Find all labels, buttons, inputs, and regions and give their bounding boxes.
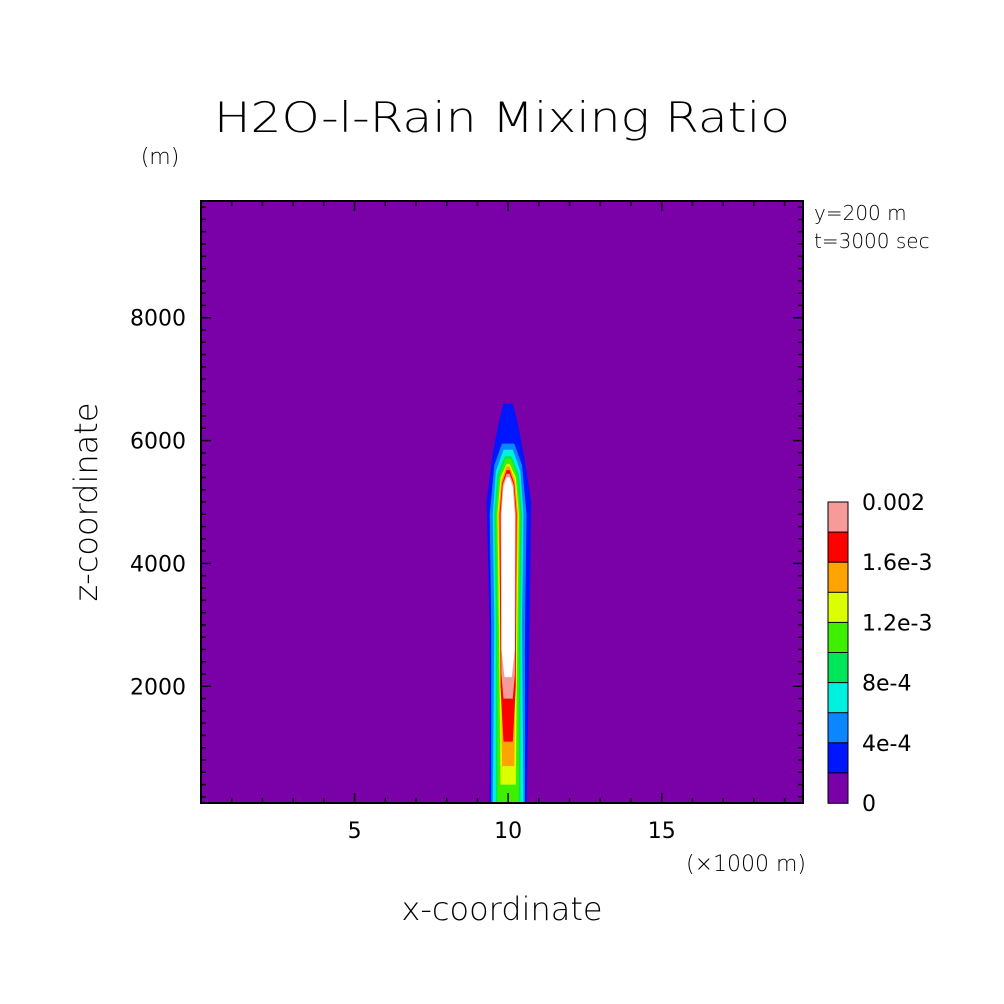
y-tick-label: 4000	[130, 552, 186, 577]
colorbar	[827, 501, 849, 804]
x-tick-labels: 5 10 15	[348, 819, 676, 844]
colorbar-swatch	[827, 531, 849, 563]
colorbar-swatch	[827, 712, 849, 744]
y-tick-label: 8000	[130, 307, 186, 332]
colorbar-swatch	[827, 621, 849, 654]
colorbar-tick-label: 0.002	[862, 491, 925, 516]
x-tick-label: 15	[648, 819, 676, 844]
colorbar-tick-label: 4e-4	[862, 732, 911, 757]
colorbar-swatch	[827, 591, 849, 624]
y-tick-label: 6000	[130, 430, 186, 455]
x-tick-label: 5	[348, 819, 362, 844]
x-unit-label: (×1000 m)	[686, 852, 806, 877]
y-tick-labels: 2000 4000 6000 8000	[130, 307, 186, 701]
colorbar-tick-label: 1.2e-3	[862, 611, 932, 636]
y-axis-label: z-coordinate	[67, 402, 105, 601]
x-axis-label: x-coordinate	[401, 890, 602, 928]
chart-title: H2O-l-Rain Mixing Ratio	[214, 93, 790, 142]
plot-area	[200, 200, 804, 804]
colorbar-swatch	[827, 772, 849, 804]
y-tick-label: 2000	[130, 675, 186, 700]
x-tick-label: 10	[494, 819, 522, 844]
colorbar-swatch	[827, 682, 849, 714]
contour-layer	[486, 403, 532, 803]
colorbar-swatch	[827, 561, 849, 594]
annotation-t: t=3000 sec	[814, 229, 930, 253]
colorbar-tick-label: 8e-4	[862, 672, 911, 697]
tick-layer	[201, 201, 803, 803]
annotation-y: y=200 m	[814, 201, 907, 225]
colorbar-tick-labels: 0 4e-4 8e-4 1.2e-3 1.6e-3 0.002	[862, 491, 932, 817]
colorbar-swatch	[827, 742, 849, 774]
colorbar-swatch	[827, 501, 849, 533]
colorbar-swatch	[827, 652, 849, 684]
colorbar-tick-label: 1.6e-3	[862, 551, 932, 576]
colorbar-tick-label: 0	[862, 792, 876, 817]
contour-band-9	[501, 477, 515, 678]
y-unit-label: (m)	[141, 145, 180, 170]
